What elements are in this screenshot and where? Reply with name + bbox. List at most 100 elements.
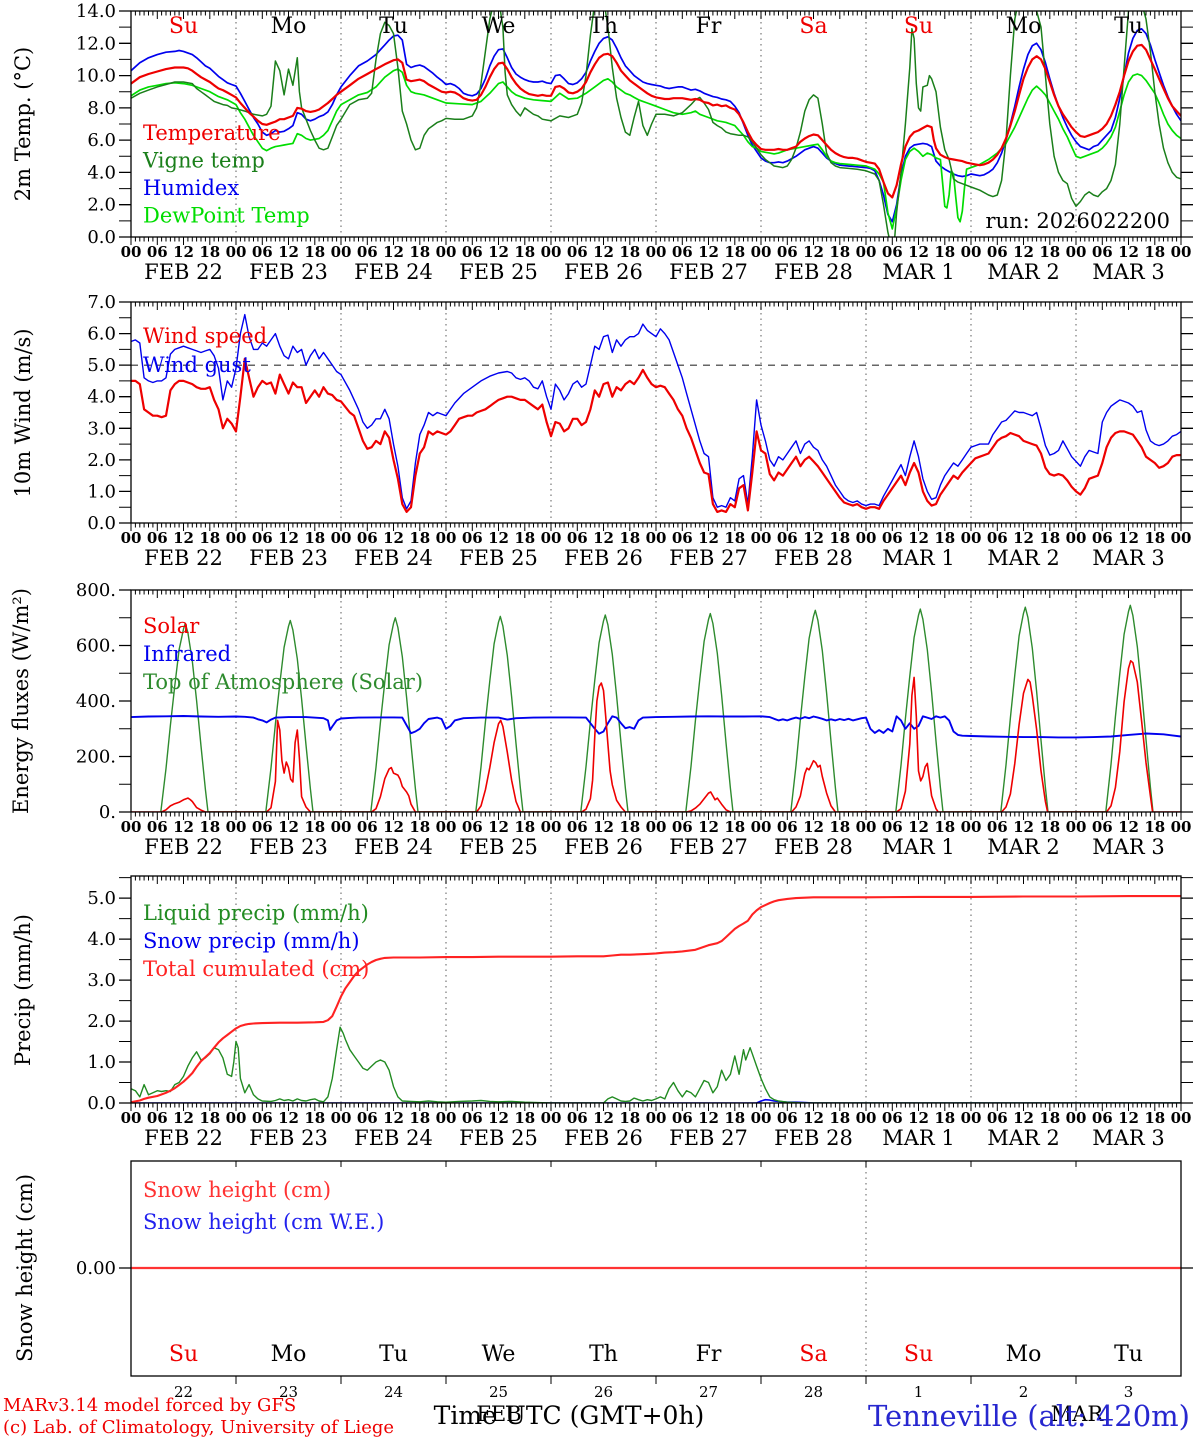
time-axis-label: Time UTC (GMT+0h)	[434, 1401, 705, 1430]
panel-energy-fluxes: 0. 200. 400. 600. 800. 00 06 12 18 00 06 12 18 00 06 12…	[76, 580, 1193, 859]
date-label: MAR 1	[882, 1126, 955, 1150]
hour-label: 18	[199, 818, 220, 836]
date-label: FEB 24	[354, 1126, 433, 1150]
date-label: FEB 27	[669, 835, 748, 859]
hour-label: 12	[803, 529, 824, 547]
hour-label: 06	[567, 1109, 588, 1127]
y-tick-label: 400.	[76, 691, 116, 712]
hour-label: 00	[541, 529, 562, 547]
day-name-label: Tu	[1114, 14, 1143, 39]
legend-precipitation-0: Liquid precip (mm/h)	[143, 901, 369, 925]
hour-label: 06	[147, 243, 168, 261]
day-name-label: Sa	[799, 1342, 827, 1367]
date-label: MAR 3	[1092, 835, 1165, 859]
day-number-label: 22	[174, 1383, 193, 1401]
date-label: FEB 23	[249, 546, 328, 570]
date-label: MAR 2	[987, 260, 1060, 284]
date-label: FEB 26	[564, 546, 643, 570]
y-tick-label: 5.0	[87, 355, 116, 376]
date-label: FEB 25	[459, 1126, 538, 1150]
date-label: FEB 24	[354, 546, 433, 570]
day-name-label: Su	[169, 14, 198, 39]
hour-label: 12	[593, 243, 614, 261]
date-label: FEB 25	[459, 260, 538, 284]
y-tick-label: 0.	[99, 802, 116, 823]
hour-label: 00	[436, 529, 457, 547]
hour-label: 00	[541, 243, 562, 261]
hour-label: 06	[147, 529, 168, 547]
hour-ticks	[130, 302, 1182, 531]
hour-label: 06	[882, 529, 903, 547]
hour-label: 12	[698, 1109, 719, 1127]
hour-label: 06	[462, 243, 483, 261]
hour-label: 00	[1066, 529, 1087, 547]
date-label: FEB 28	[774, 835, 853, 859]
hour-label: 12	[698, 529, 719, 547]
hour-label: 00	[751, 1109, 772, 1127]
hour-label: 06	[252, 818, 273, 836]
hour-ticks	[130, 11, 1182, 245]
date-label: MAR 2	[987, 835, 1060, 859]
legend-snow-height-0: Snow height (cm)	[143, 1178, 331, 1202]
hour-label: 00	[121, 818, 142, 836]
hour-label: 00	[436, 818, 457, 836]
hour-label: 00	[961, 1109, 982, 1127]
day-name-label: We	[482, 14, 516, 39]
date-label: FEB 22	[144, 546, 223, 570]
date-label: MAR 2	[987, 1126, 1060, 1150]
series-Total cumulated (cm)	[131, 895, 1181, 1103]
y-tick-label: 1.0	[87, 481, 116, 502]
y-tick-label: 2.0	[87, 450, 116, 471]
hour-label: 18	[1144, 529, 1165, 547]
hour-label: 06	[777, 243, 798, 261]
series-Humidex	[131, 27, 1181, 223]
date-label: FEB 26	[564, 260, 643, 284]
day-number-label: 3	[1124, 1383, 1134, 1401]
hour-label: 06	[567, 529, 588, 547]
hour-label: 18	[514, 818, 535, 836]
hour-label: 18	[829, 529, 850, 547]
hour-label: 12	[1013, 243, 1034, 261]
hour-label: 06	[987, 529, 1008, 547]
day-name-label: Mo	[271, 14, 307, 39]
hour-label: 18	[1144, 818, 1165, 836]
hour-label: 12	[383, 1109, 404, 1127]
hour-label: 00	[1066, 243, 1087, 261]
hour-label: 00	[226, 1109, 247, 1127]
hour-label: 18	[304, 818, 325, 836]
hour-label: 18	[619, 529, 640, 547]
y-tick-label: 200.	[76, 747, 116, 768]
hour-label: 12	[908, 818, 929, 836]
credit-line-1: MARv3.14 model forced by GFS	[3, 1395, 296, 1416]
legend-2m-temperature-2: Humidex	[143, 176, 239, 200]
hour-label: 18	[1144, 1109, 1165, 1127]
hour-label: 06	[777, 818, 798, 836]
hour-label: 12	[383, 243, 404, 261]
hour-label: 18	[1039, 818, 1060, 836]
y-tick-label: 8.0	[87, 98, 116, 119]
series-Temperature	[131, 43, 1181, 199]
hour-label: 00	[961, 818, 982, 836]
hour-label: 18	[514, 529, 535, 547]
day-number-label: 24	[384, 1383, 403, 1401]
hour-label: 18	[724, 243, 745, 261]
hour-label: 18	[934, 243, 955, 261]
hour-label: 06	[252, 529, 273, 547]
day-number-label: 26	[594, 1383, 613, 1401]
date-label: FEB 25	[459, 546, 538, 570]
hour-label: 12	[698, 243, 719, 261]
hour-label: 18	[724, 529, 745, 547]
y-tick-label: 6.0	[87, 324, 116, 345]
legend-10m-wind-1: Wind gust	[143, 353, 251, 377]
hour-ticks	[130, 876, 1182, 1111]
y-axis-title-wind: 10m Wind (m/s)	[11, 328, 35, 497]
hour-label: 06	[1092, 243, 1113, 261]
day-name-label: Tu	[379, 14, 408, 39]
y-tick-label: 5.0	[87, 888, 116, 909]
hour-label: 06	[462, 529, 483, 547]
day-name-label: Mo	[1006, 14, 1042, 39]
date-label: FEB 26	[564, 1126, 643, 1150]
hour-label: 00	[751, 818, 772, 836]
hour-label: 00	[751, 529, 772, 547]
hour-label: 00	[121, 243, 142, 261]
